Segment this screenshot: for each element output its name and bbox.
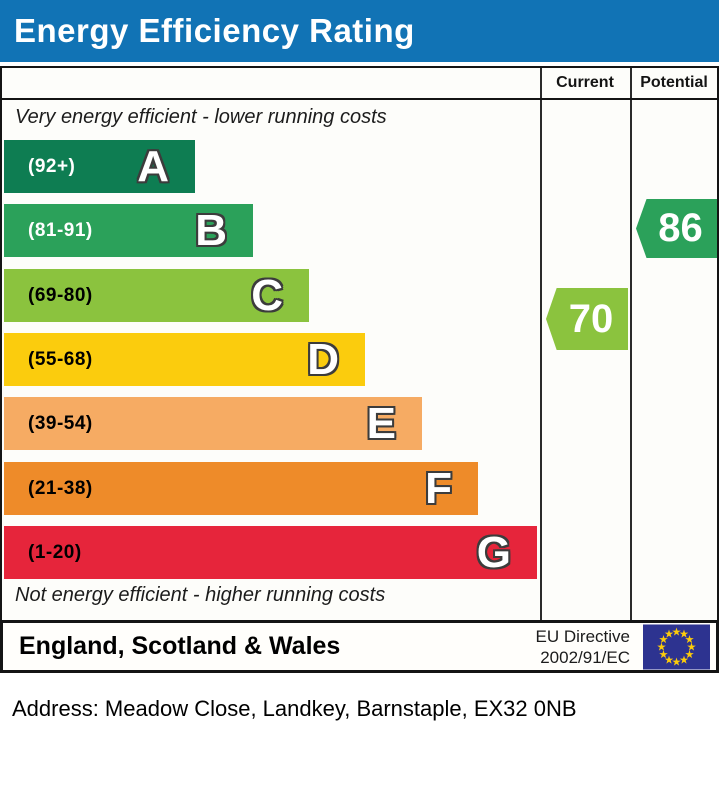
eu-directive-line1: EU Directive [535,626,630,646]
band-row-g: (1-20) G [4,526,537,579]
band-letter-g: G [476,528,511,577]
title-banner: Energy Efficiency Rating [0,0,719,62]
potential-column-header: Potential [640,74,708,91]
chart-header-row: Current Potential [2,68,717,100]
band-letter-f: F [425,464,452,513]
band-range-e: (39-54) [28,412,93,434]
band-row-a: (92+) A [4,140,195,193]
bottom-note: Not energy efficient - higher running co… [15,584,386,606]
current-rating-marker: 70 [546,288,628,350]
region-label: England, Scotland & Wales [19,632,341,660]
band-row-d: (55-68) D [4,333,365,386]
eu-flag [643,624,710,669]
band-letter-e: E [366,399,396,448]
potential-rating-marker: 86 [636,199,717,258]
eu-directive-line2: 2002/91/EC [540,647,630,667]
address-line: Address: Meadow Close, Landkey, Barnstap… [12,696,577,721]
top-note: Very energy efficient - lower running co… [15,106,387,128]
band-range-d: (55-68) [28,348,93,370]
band-range-c: (69-80) [28,284,93,306]
band-row-b: (81-91) B [4,204,253,257]
eu-flag-stars [657,627,696,666]
eu-directive-label: EU Directive 2002/91/EC [536,626,630,668]
current-rating-value: 70 [568,296,614,341]
band-range-a: (92+) [28,155,76,177]
band-letter-a: A [137,142,169,191]
band-range-f: (21-38) [28,477,93,499]
band-range-b: (81-91) [28,219,93,241]
potential-rating-value: 86 [658,206,703,250]
current-column-divider [540,68,542,620]
page-title: Energy Efficiency Rating [14,12,415,49]
rating-chart: Current Potential Very energy efficient … [0,66,719,622]
band-letter-d: D [307,335,339,384]
footer-bar: England, Scotland & Wales EU Directive 2… [0,620,719,673]
band-row-e: (39-54) E [4,397,422,450]
potential-column-divider [630,68,632,620]
band-row-c: (69-80) C [4,269,309,322]
band-row-f: (21-38) F [4,462,478,515]
band-range-g: (1-20) [28,541,82,563]
current-column-header: Current [556,74,614,91]
band-letter-c: C [251,271,283,320]
band-letter-b: B [195,206,227,255]
